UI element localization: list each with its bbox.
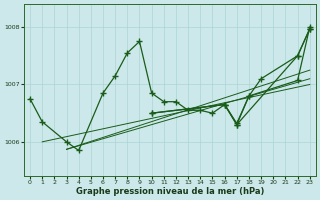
X-axis label: Graphe pression niveau de la mer (hPa): Graphe pression niveau de la mer (hPa) [76,187,264,196]
